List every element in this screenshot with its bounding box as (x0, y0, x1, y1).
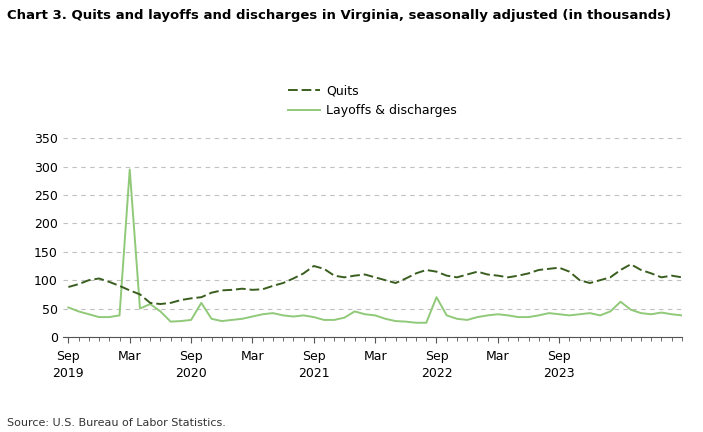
Text: Mar: Mar (363, 350, 387, 363)
Text: 2021: 2021 (298, 367, 330, 380)
Text: 2020: 2020 (175, 367, 207, 380)
Text: Sep: Sep (179, 350, 203, 363)
Layoffs & discharges (401, 319, 410, 324)
Quits (626, 262, 635, 267)
Quits (156, 302, 165, 307)
Text: Mar: Mar (240, 350, 264, 363)
Text: 2019: 2019 (53, 367, 84, 380)
Quits (401, 276, 410, 281)
Quits (678, 275, 686, 280)
Layoffs & discharges (453, 316, 461, 321)
Text: Mar: Mar (118, 350, 141, 363)
Quits (442, 273, 451, 278)
Layoffs & discharges (126, 167, 134, 172)
Quits (289, 276, 297, 281)
Text: Sep: Sep (548, 350, 571, 363)
Text: Mar: Mar (486, 350, 510, 363)
Layoffs & discharges (412, 320, 420, 325)
Layoffs & discharges (678, 313, 686, 318)
Quits (217, 288, 226, 293)
Layoffs & discharges (617, 299, 625, 305)
Text: Sep: Sep (302, 350, 325, 363)
Text: Chart 3. Quits and layoffs and discharges in Virginia, seasonally adjusted (in t: Chart 3. Quits and layoffs and discharge… (7, 9, 671, 22)
Quits (64, 284, 72, 289)
Text: Sep: Sep (56, 350, 80, 363)
Layoffs & discharges (64, 305, 72, 310)
Text: Sep: Sep (425, 350, 449, 363)
Quits (606, 275, 614, 280)
Layoffs & discharges (197, 300, 205, 305)
Layoffs & discharges (217, 318, 226, 324)
Layoffs & discharges (289, 314, 297, 319)
Text: 2023: 2023 (543, 367, 575, 380)
Legend: Quits, Layoffs & discharges: Quits, Layoffs & discharges (288, 85, 457, 117)
Line: Quits: Quits (68, 264, 682, 304)
Text: 2022: 2022 (420, 367, 452, 380)
Text: Source: U.S. Bureau of Labor Statistics.: Source: U.S. Bureau of Labor Statistics. (7, 418, 226, 428)
Line: Layoffs & discharges: Layoffs & discharges (68, 169, 682, 323)
Quits (197, 295, 205, 300)
